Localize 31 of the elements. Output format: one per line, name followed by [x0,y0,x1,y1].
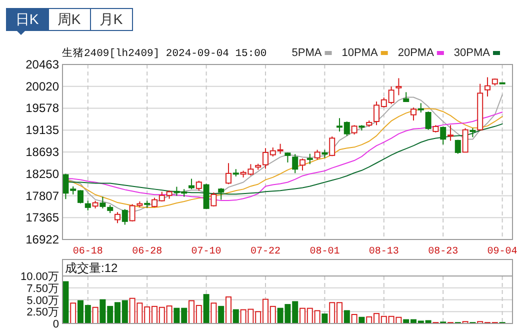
legend-label: 10PMA [342,47,378,59]
x-tick-label: 09-04 [487,246,518,258]
legend-label: 5PMA [292,47,322,59]
y-tick-label: 2.50万 [26,306,59,319]
y-tick-label: 5.00万 [26,294,59,307]
y-tick-label: 0 [52,318,59,329]
legend-label: 20PMA [398,47,435,59]
y-tick-label: 16922 [26,232,60,246]
x-tick-label: 06-18 [72,246,103,258]
x-tick-label: 08-13 [368,246,399,258]
x-tick-label: 08-01 [310,246,340,258]
chart-title: 成交量:12 [65,261,118,275]
chart-title: 生猪2409[lh2409] 2024-09-04 15:00 [62,46,267,60]
y-tick-label: 19135 [26,123,60,138]
y-tick-label: 7.50万 [26,282,59,295]
legend-label: 30PMA [454,47,491,59]
tab-selected: 日K [6,8,49,35]
x-tick-label: 07-22 [250,246,281,258]
y-tick-label: 19578 [26,101,60,116]
x-tick-label: 08-23 [428,246,458,258]
y-tick-label: 20020 [26,79,60,94]
y-tick-label: 18250 [26,166,60,181]
x-tick-label: 07-10 [191,246,222,258]
y-tick-label: 17807 [26,188,60,203]
x-tick-label: 06-28 [132,246,162,258]
y-tick-label: 10.00万 [20,271,59,283]
y-tick-label: 18693 [26,144,60,159]
y-tick-label: 20463 [26,58,60,72]
tab: 月K [90,8,133,31]
y-tick-label: 17365 [26,210,60,225]
tab: 周K [48,8,91,31]
